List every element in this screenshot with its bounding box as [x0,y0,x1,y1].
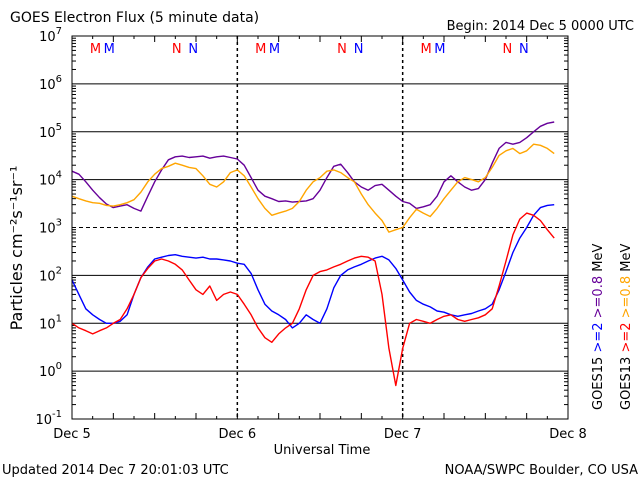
legend-column: GOES15 >=2 >=0.8 MeV [591,244,606,410]
local-time-marker: N [337,42,347,57]
local-time-marker: M [269,42,280,57]
legend-column: GOES13 >=2 >=0.8 MeV [619,244,634,410]
local-time-marker: M [104,42,115,57]
y-tick-labels: 107 106 105 104 103 102 101 100 10-1 [35,26,62,428]
series-line-0 [71,121,555,212]
local-time-marker: M [420,42,431,57]
x-axis-label: Universal Time [274,443,371,458]
series-line-3 [71,212,555,387]
legend: GOES15 >=2 >=0.8 MeV GOES13 >=2 >=0.8 MeV [591,244,634,410]
local-time-marker: M [255,42,266,57]
chart-title: GOES Electron Flux (5 minute data) [10,10,259,26]
y-tick-label: 105 [39,122,62,141]
local-time-marker: N [354,42,364,57]
x-tick-label: Dec 8 [549,427,587,442]
y-tick-label: 10-1 [35,409,62,428]
local-time-marker: M [434,42,445,57]
y-axis-label: Particles cm⁻²s⁻¹sr⁻¹ [7,166,26,331]
y-tick-label: 106 [39,74,62,93]
local-time-marker: N [172,42,182,57]
local-time-marker: N [503,42,513,57]
series-group [71,121,555,387]
y-tick-label: 102 [39,265,62,284]
y-tick-label: 101 [39,313,62,332]
local-time-marker: N [519,42,529,57]
x-tick-label: Dec 6 [219,427,257,442]
updated-timestamp: Updated 2014 Dec 7 20:01:03 UTC [2,463,229,478]
local-time-marker: M [90,42,101,57]
y-tick-label: 104 [39,170,62,189]
x-tick-label: Dec 7 [384,427,422,442]
y-tick-label: 103 [39,218,62,237]
x-tick-label: Dec 5 [53,427,91,442]
plot-frame [71,35,569,420]
local-time-marker: N [188,42,198,57]
series-line-2 [71,204,555,329]
credit-label: NOAA/SWPC Boulder, CO USA [445,463,638,478]
axis-ticks [71,36,569,419]
x-tick-labels: Dec 5 Dec 6 Dec 7 Dec 8 [53,427,587,442]
begin-date-label: Begin: 2014 Dec 5 0000 UTC [447,19,634,34]
y-tick-label: 107 [39,26,62,45]
series-line-1 [71,143,555,233]
y-tick-label: 100 [39,361,62,380]
